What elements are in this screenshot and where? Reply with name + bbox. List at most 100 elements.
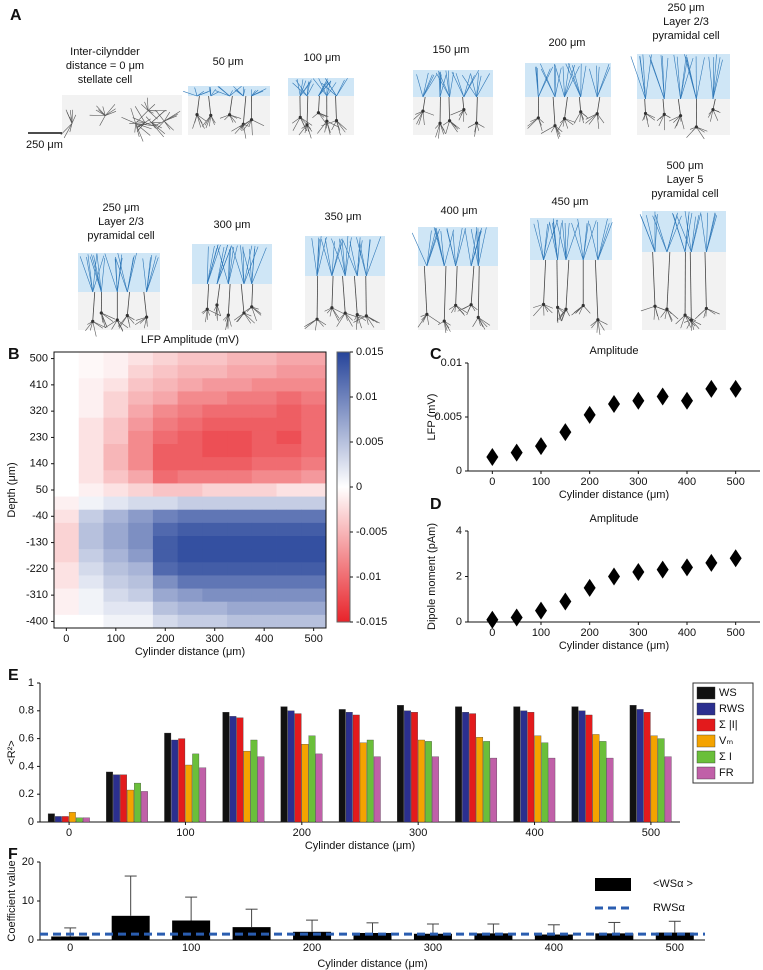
y-tick-label: 10	[22, 895, 34, 907]
bar	[592, 734, 600, 823]
apical-branch	[426, 228, 437, 267]
apical-branch	[89, 256, 102, 293]
bar	[199, 767, 207, 823]
x-tick-label: 200	[156, 633, 174, 645]
bar	[127, 789, 134, 823]
basal-branch	[658, 114, 665, 127]
trunk	[318, 95, 320, 113]
bar	[287, 710, 295, 823]
soma	[226, 313, 230, 317]
heat-cell	[152, 614, 179, 629]
apical-branch	[146, 254, 153, 293]
apical-branch	[666, 216, 677, 253]
apical-branch	[451, 71, 465, 98]
basal-branch	[654, 305, 669, 312]
heat-cell	[227, 483, 253, 497]
apical-branch	[422, 72, 429, 98]
cell-label: pyramidal cell	[651, 188, 718, 200]
cell-label: Layer 2/3	[98, 216, 144, 228]
colorbar-tick-label: -0.005	[356, 526, 387, 538]
apical-branch	[639, 56, 646, 100]
point	[705, 553, 718, 572]
basal-branch	[207, 309, 221, 317]
soma	[205, 307, 209, 311]
basal-branch	[324, 121, 328, 133]
basal-branch	[557, 307, 562, 322]
basal-branch	[135, 316, 147, 321]
heat-cell	[276, 391, 302, 405]
apical-branch	[229, 85, 242, 97]
apical-branch	[597, 218, 608, 261]
trunk	[227, 283, 231, 316]
basal-branch	[585, 113, 598, 124]
x-tick-label: 100	[176, 827, 194, 839]
cell-label: 350 μm	[325, 211, 362, 223]
bar	[650, 735, 658, 823]
heat-cell	[251, 522, 277, 537]
basal-branch	[143, 317, 147, 329]
x-tick-label: 400	[255, 633, 273, 645]
bar	[373, 756, 381, 823]
apical-branch	[86, 256, 94, 293]
soma	[364, 314, 368, 318]
apical-branch	[435, 72, 450, 98]
soma	[564, 307, 568, 311]
heat-cell	[177, 352, 203, 366]
apical-branch	[455, 228, 466, 267]
x-tick-label: 500	[304, 633, 322, 645]
apical-branch	[568, 63, 582, 98]
apical-branch	[684, 215, 689, 253]
heat-cell	[78, 562, 104, 576]
bar	[141, 791, 148, 823]
basal-branch	[472, 317, 479, 327]
heat-cell	[251, 404, 277, 419]
x-axis-label: Cylinder distance (μm)	[559, 640, 669, 652]
apical-branch	[452, 231, 456, 267]
point	[510, 608, 523, 627]
apical-branch	[208, 86, 212, 97]
heat-cell	[128, 496, 154, 511]
soma	[462, 107, 466, 112]
heat-cell	[103, 536, 129, 550]
heat-cell	[202, 522, 228, 537]
heat-cell	[227, 457, 253, 471]
apical-branch	[537, 219, 544, 261]
soma	[665, 307, 669, 311]
heat-cell	[103, 430, 129, 445]
basal-branch	[554, 125, 559, 139]
heat-cell	[227, 536, 253, 550]
soma	[305, 123, 309, 127]
cell-label: 300 μm	[214, 219, 251, 231]
bar	[236, 717, 244, 823]
heat-cell	[276, 562, 302, 576]
basal-branch	[239, 119, 252, 128]
basal-branch	[467, 122, 477, 128]
heat-cell	[54, 614, 80, 629]
heat-cell	[103, 575, 129, 589]
apical-branch	[446, 229, 456, 267]
heat-cell	[78, 378, 104, 392]
heat-cell	[177, 457, 203, 471]
apical-branch	[642, 54, 646, 100]
apical-branch	[564, 63, 570, 98]
apical-branch	[712, 57, 721, 100]
legend-label: RWS	[719, 703, 744, 715]
heat-cell	[103, 496, 129, 511]
apical-branch	[596, 221, 599, 261]
apical-branch	[194, 87, 198, 97]
bar	[469, 713, 477, 823]
apical-branch	[649, 59, 665, 100]
basal-branch	[445, 120, 450, 134]
soma	[215, 303, 219, 307]
trunk	[335, 95, 337, 121]
heat-cell	[78, 549, 104, 563]
apical-branch	[535, 66, 539, 98]
dendrite	[105, 111, 117, 116]
heat-cell	[251, 483, 277, 497]
apical-branch	[646, 215, 656, 253]
basal-branch	[92, 321, 103, 329]
heat-cell	[227, 430, 253, 445]
apical-branch	[696, 57, 705, 100]
basal-branch	[449, 120, 460, 130]
apical-branch	[476, 73, 490, 98]
